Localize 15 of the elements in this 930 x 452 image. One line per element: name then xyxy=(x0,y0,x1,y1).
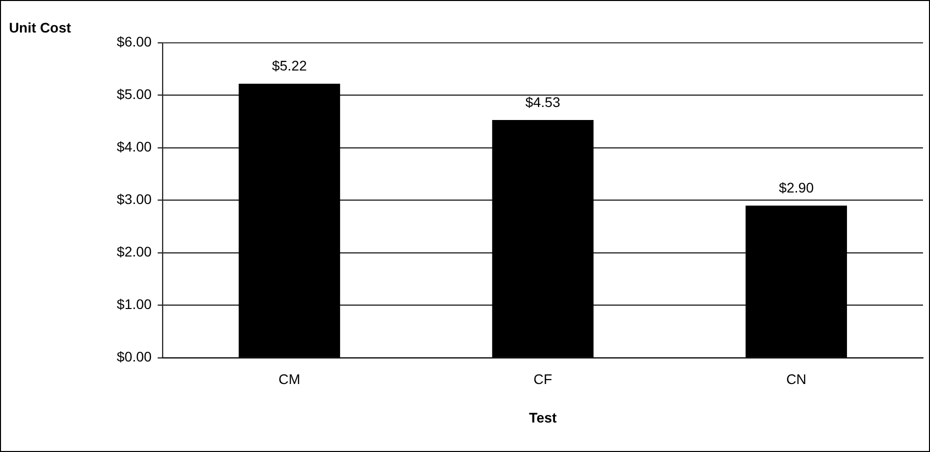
y-tick-label: $6.00 xyxy=(116,34,152,50)
data-label: $5.22 xyxy=(272,58,308,74)
x-tick-label: CM xyxy=(278,370,300,387)
x-axis-title: Test xyxy=(529,410,558,426)
y-axis-title: Unit Cost xyxy=(8,20,72,36)
y-tick-label: $1.00 xyxy=(116,296,152,312)
y-tick-label: $4.00 xyxy=(116,138,152,155)
data-label: $2.90 xyxy=(778,179,814,196)
y-tick-label: $5.00 xyxy=(116,86,152,102)
x-tick-label: CN xyxy=(786,370,806,387)
x-tick-label: CF xyxy=(534,370,552,387)
y-tick-label: $0.00 xyxy=(116,348,152,365)
y-tick-label: $2.00 xyxy=(116,244,152,260)
data-label: $4.53 xyxy=(525,94,561,110)
y-tick-label: $3.00 xyxy=(116,191,152,208)
